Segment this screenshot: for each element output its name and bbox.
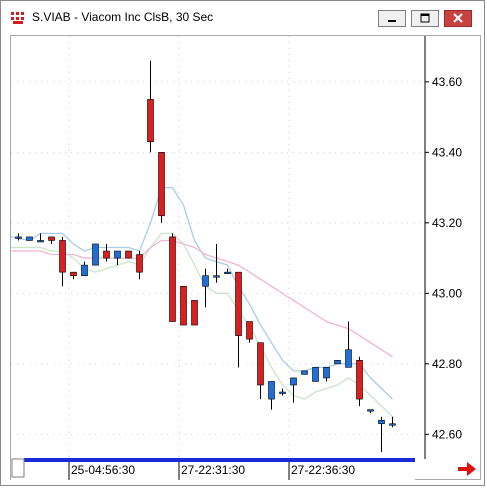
minimize-button[interactable] (378, 10, 406, 27)
maximize-icon (420, 13, 430, 23)
candle-down (48, 236, 55, 241)
y-tick-label: 43.00 (432, 286, 462, 300)
candle-down (59, 240, 66, 273)
candle-up (389, 423, 396, 426)
candle-up (202, 275, 209, 287)
chart-app-icon (11, 12, 24, 24)
candle-up (81, 264, 88, 276)
x-axis-background (11, 459, 415, 480)
candle-up (345, 349, 352, 368)
candle-down (257, 342, 264, 386)
candle-up (312, 367, 319, 382)
scrollbar-track[interactable] (24, 458, 415, 462)
x-tick-label: 25-04:56:30 (71, 463, 135, 477)
candle-down (356, 359, 363, 400)
window-title: S.VIAB - Viacom Inc ClsB, 30 Sec (32, 10, 214, 24)
candle-down (246, 321, 253, 340)
y-tick-label: 43.20 (432, 216, 462, 230)
candle-up (301, 370, 308, 375)
title-bar[interactable]: S.VIAB - Viacom Inc ClsB, 30 Sec (1, 1, 484, 33)
candle-up (290, 377, 297, 386)
candle-up (114, 250, 121, 259)
candle-down (235, 271, 242, 336)
candle-up (279, 391, 286, 394)
candle-down (158, 152, 165, 217)
candle-up (323, 367, 330, 379)
right-arrow-icon[interactable] (457, 461, 477, 477)
close-icon (453, 13, 463, 23)
candle-up (15, 236, 22, 239)
candle-up (378, 419, 385, 425)
candle-up (213, 275, 220, 278)
y-tick-label: 42.60 (432, 427, 462, 441)
y-tick-label: 42.80 (432, 357, 462, 371)
candle-up (224, 271, 231, 274)
candle-up (26, 236, 33, 241)
x-axis: 25-04:56:30 27-22:31:30 27-22:36:30 (11, 458, 415, 480)
candle-up (92, 243, 99, 266)
minimize-icon (388, 20, 396, 22)
candle-up (367, 409, 374, 412)
gridlines (11, 36, 425, 459)
candle-down (136, 254, 143, 273)
candle-up (268, 381, 275, 400)
candles (15, 60, 396, 452)
candle-down (180, 285, 187, 326)
y-tick-label: 43.40 (432, 145, 462, 159)
candle-down (70, 271, 77, 277)
x-tick-label: 27-22:31:30 (181, 463, 245, 477)
candle-down (125, 250, 132, 259)
x-tick-label: 27-22:36:30 (291, 463, 355, 477)
candle-down (169, 236, 176, 322)
candle-up (334, 359, 341, 365)
maximize-button[interactable] (411, 10, 439, 27)
scrollbar-thumb[interactable] (24, 458, 138, 462)
scrollbar-left-handle[interactable] (11, 458, 25, 478)
candlestick-chart[interactable]: 43.60 43.40 43.20 43.00 42.80 42.60 25-04:56:… (11, 36, 481, 480)
candle-down (191, 300, 198, 326)
moving-average-line-fast (11, 186, 393, 400)
y-axis: 43.60 43.40 43.20 43.00 42.80 42.60 (425, 75, 462, 441)
y-tick-label: 43.60 (432, 75, 462, 89)
candle-down (147, 99, 154, 143)
chart-area[interactable]: 43.60 43.40 43.20 43.00 42.80 42.60 25-04:56:… (10, 35, 481, 480)
moving-averages (11, 186, 393, 418)
close-button[interactable] (444, 10, 472, 27)
candle-up (37, 240, 44, 243)
moving-average-line-slow (11, 239, 393, 358)
candle-down (103, 250, 110, 259)
